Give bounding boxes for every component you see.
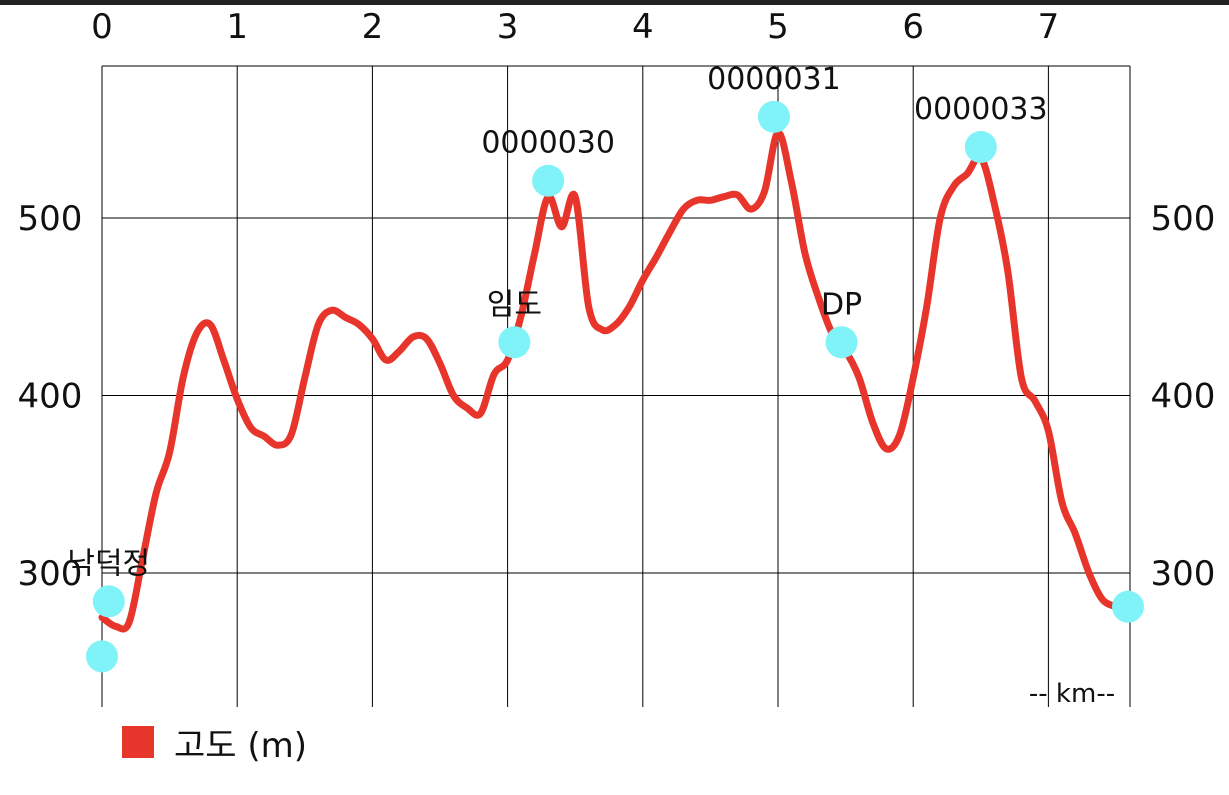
waypoint-label: 0000033 bbox=[914, 92, 1048, 127]
y-axis-left-ticks: 300 400 500 bbox=[18, 199, 83, 594]
waypoint-label: 0000030 bbox=[481, 126, 615, 161]
waypoint-marker[interactable] bbox=[757, 100, 790, 133]
y-tick-label-left: 400 bbox=[18, 377, 83, 417]
x-tick-label: 1 bbox=[226, 7, 248, 47]
y-tick-label-right: 500 bbox=[1151, 199, 1216, 239]
waypoint-label: 임도 bbox=[487, 287, 542, 322]
waypoint-label: 0000031 bbox=[707, 62, 841, 97]
legend-label: 고도 (m) bbox=[174, 725, 308, 766]
waypoint-marker[interactable] bbox=[964, 131, 997, 163]
waypoint-marker[interactable] bbox=[825, 326, 858, 359]
x-tick-label: 0 bbox=[91, 7, 113, 47]
y-tick-label-right: 400 bbox=[1151, 377, 1216, 417]
series-group bbox=[98, 129, 1120, 633]
elevation-line bbox=[98, 129, 1120, 633]
waypoint-marker[interactable] bbox=[92, 585, 125, 618]
x-tick-label: 5 bbox=[767, 7, 789, 47]
waypoints-group: 낙덕정 임도 0000030 0000031 DP 0000033 bbox=[67, 62, 1144, 673]
waypoint-marker[interactable] bbox=[1112, 590, 1144, 623]
waypoint-label: DP bbox=[821, 287, 862, 322]
waypoint-marker[interactable] bbox=[532, 164, 565, 197]
x-tick-label: 7 bbox=[1038, 7, 1060, 47]
waypoint-marker[interactable] bbox=[86, 640, 118, 673]
legend: 고도 (m) bbox=[122, 722, 307, 766]
y-axis-right-ticks: 300 400 500 bbox=[1151, 199, 1216, 594]
x-tick-label: 6 bbox=[902, 7, 924, 47]
x-axis-unit-label: -- km-- bbox=[1029, 679, 1115, 709]
x-tick-label: 2 bbox=[362, 7, 384, 47]
top-bar bbox=[0, 0, 1229, 5]
x-tick-label: 4 bbox=[632, 7, 654, 47]
grid bbox=[101, 65, 1131, 707]
y-tick-label-left: 300 bbox=[18, 554, 83, 594]
y-tick-label-left: 500 bbox=[18, 199, 83, 239]
x-tick-label: 3 bbox=[497, 7, 519, 47]
x-axis-ticks: 0 1 2 3 4 5 6 7 bbox=[91, 7, 1059, 47]
legend-swatch bbox=[122, 726, 154, 758]
waypoint-marker[interactable] bbox=[498, 326, 531, 359]
waypoint-label: 낙덕정 bbox=[67, 546, 150, 581]
y-tick-label-right: 300 bbox=[1151, 554, 1216, 594]
